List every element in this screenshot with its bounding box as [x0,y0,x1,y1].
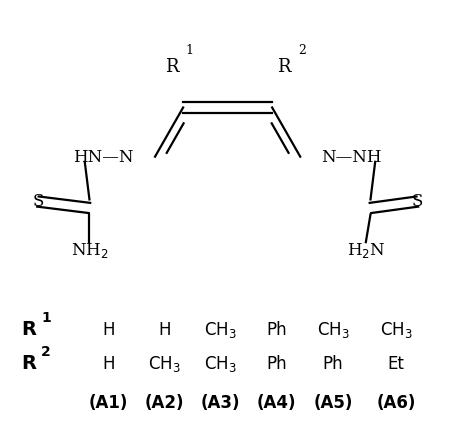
Text: CH$_3$: CH$_3$ [317,320,349,340]
Text: (A2): (A2) [145,394,184,412]
Text: 1: 1 [41,311,51,325]
Text: (A4): (A4) [257,394,297,412]
Text: CH$_3$: CH$_3$ [380,320,413,340]
Text: S: S [32,193,44,210]
Text: (A6): (A6) [376,394,416,412]
Text: Et: Et [388,355,405,373]
Text: S: S [411,193,423,210]
Text: 2: 2 [298,44,306,57]
Text: Ph: Ph [266,321,287,339]
Text: 2: 2 [41,345,51,359]
Text: (A1): (A1) [89,394,128,412]
Text: Ph: Ph [323,355,343,373]
Text: CH$_3$: CH$_3$ [204,320,237,340]
Text: CH$_3$: CH$_3$ [204,354,237,374]
Text: R: R [277,58,291,76]
Text: NH$_2$: NH$_2$ [71,241,108,260]
Text: CH$_3$: CH$_3$ [148,354,181,374]
Text: (A5): (A5) [313,394,353,412]
Text: HN—N: HN—N [73,149,134,166]
Text: N—NH: N—NH [321,149,382,166]
Text: H: H [102,321,114,339]
Text: R: R [21,355,36,374]
Text: R: R [21,320,36,339]
Text: R: R [164,58,178,76]
Text: H: H [102,355,114,373]
Text: H$_2$N: H$_2$N [346,241,385,260]
Text: Ph: Ph [266,355,287,373]
Text: 1: 1 [185,44,193,57]
Text: H: H [158,321,171,339]
Text: (A3): (A3) [201,394,240,412]
